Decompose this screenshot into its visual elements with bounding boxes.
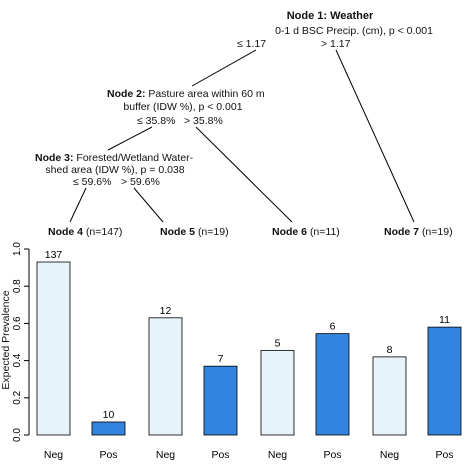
node3-title: Node 3: bbox=[35, 152, 74, 164]
node1-left-threshold: ≤ 1.17 bbox=[237, 38, 267, 50]
node1-split-variable: 0-1 d BSC Precip. (cm), p < 0.001 bbox=[275, 25, 433, 37]
x-category-label: Neg bbox=[268, 449, 287, 461]
y-tick-label: 0.4 bbox=[12, 353, 23, 367]
panel-node6-count: (n=11) bbox=[309, 226, 340, 238]
panel-node5-count: (n=19) bbox=[197, 226, 229, 238]
panel-node7-count: (n=19) bbox=[421, 226, 453, 238]
panel-node6-title: Node 6 bbox=[272, 226, 308, 238]
edge-node3-node5 bbox=[133, 187, 164, 223]
panel-header-node4: Node 4 (n=147) bbox=[48, 226, 122, 238]
node2-title: Node 2: bbox=[107, 88, 146, 100]
edge-node1-node7 bbox=[335, 49, 415, 223]
bar-node7-pos bbox=[427, 326, 462, 436]
bar-node4-neg bbox=[36, 261, 71, 436]
panel-node7-title: Node 7 bbox=[384, 226, 420, 238]
edge-node1-node2 bbox=[191, 49, 257, 87]
x-category-label: Neg bbox=[44, 449, 63, 461]
bar-count-label: 5 bbox=[275, 337, 281, 349]
bar-count-label: 11 bbox=[439, 314, 450, 326]
bar-count-label: 10 bbox=[103, 409, 115, 421]
panel-node4-title: Node 4 bbox=[48, 226, 84, 238]
y-tick-label: 0.0 bbox=[12, 428, 23, 442]
bar-node5-pos bbox=[203, 365, 238, 436]
panel-node4-count: (n=147) bbox=[85, 226, 123, 238]
node2-label: Node 2: Pasture area within 60 m bbox=[107, 88, 265, 100]
y-tick-label: 0.6 bbox=[12, 316, 23, 330]
bar-count-label: 6 bbox=[330, 321, 336, 333]
bar-node5-neg bbox=[148, 317, 183, 436]
node3-left-threshold: ≤ 59.6% bbox=[73, 176, 112, 188]
x-category-label: Pos bbox=[323, 449, 341, 461]
edge-node3-node4 bbox=[69, 187, 87, 223]
node3-label: Node 3: Forested/Wetland Water- bbox=[35, 152, 193, 164]
bar-count-label: 7 bbox=[218, 353, 224, 365]
node3-right-threshold: > 59.6% bbox=[121, 176, 160, 188]
panel-node5-title: Node 5 bbox=[160, 226, 196, 238]
bar-node6-neg bbox=[260, 349, 295, 436]
x-category-label: Neg bbox=[156, 449, 175, 461]
bar-node7-neg bbox=[372, 356, 407, 436]
y-tick-label: 1.0 bbox=[12, 242, 23, 256]
x-category-label: Pos bbox=[435, 449, 453, 461]
node2-right-threshold: > 35.8% bbox=[184, 115, 223, 127]
bar-count-label: 137 bbox=[45, 249, 63, 261]
panel-header-node6: Node 6 (n=11) bbox=[272, 226, 340, 238]
panel-header-node7: Node 7 (n=19) bbox=[384, 226, 453, 238]
y-tick-label: 0.2 bbox=[12, 390, 23, 404]
bar-node4-pos bbox=[91, 421, 126, 436]
x-category-label: Pos bbox=[211, 449, 229, 461]
node3-split-variable-line2: shed area (IDW %), p = 0.038 bbox=[45, 164, 185, 176]
edge-node2-node6 bbox=[195, 126, 293, 223]
node2-split-variable-line2: buffer (IDW %), p < 0.001 bbox=[123, 101, 243, 113]
panel-header-node5: Node 5 (n=19) bbox=[160, 226, 229, 238]
node1-right-threshold: > 1.17 bbox=[321, 38, 351, 50]
edge-node2-node3 bbox=[107, 126, 153, 151]
node3-split-variable: Forested/Wetland Water- bbox=[73, 152, 194, 164]
x-category-label: Pos bbox=[99, 449, 117, 461]
x-category-label: Neg bbox=[380, 449, 399, 461]
bar-count-label: 8 bbox=[387, 344, 393, 356]
node2-left-threshold: ≤ 35.8% bbox=[137, 115, 176, 127]
bar-node6-pos bbox=[315, 333, 350, 436]
y-tick-label: 0.8 bbox=[12, 279, 23, 293]
bar-count-label: 12 bbox=[160, 305, 172, 317]
node1-title: Node 1: Weather bbox=[286, 10, 374, 22]
node2-split-variable: Pasture area within 60 m bbox=[145, 88, 265, 100]
